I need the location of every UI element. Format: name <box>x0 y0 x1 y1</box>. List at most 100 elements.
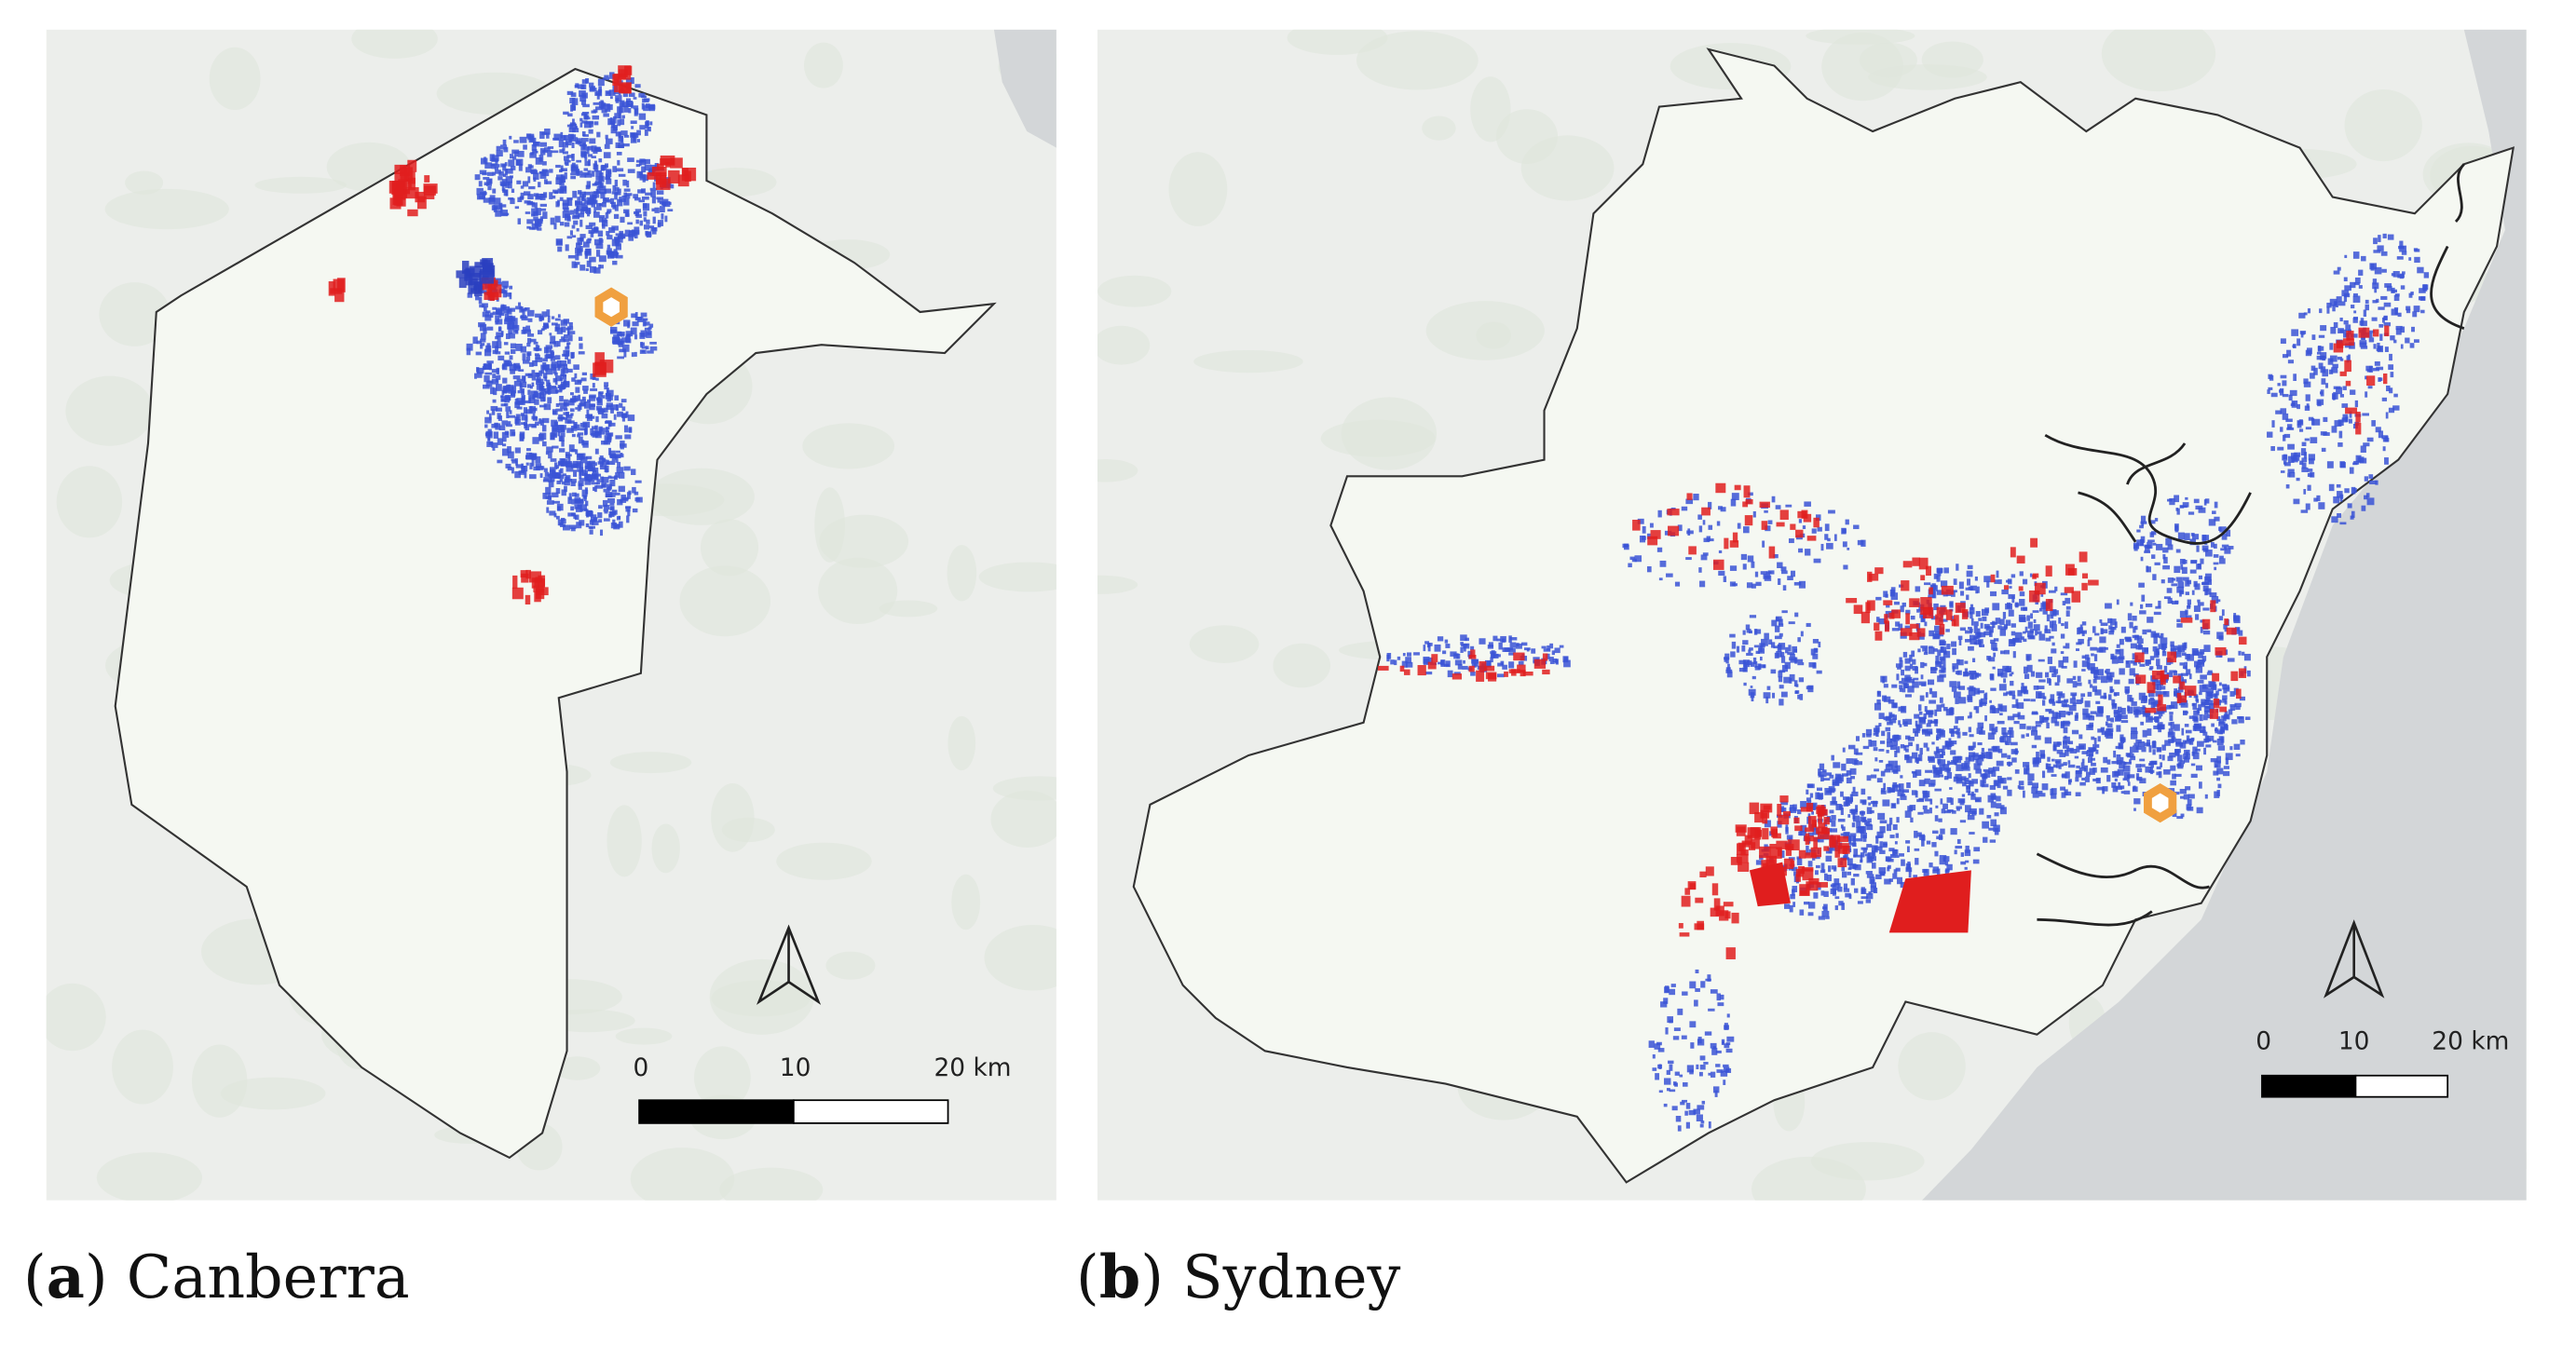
area-patch <box>625 331 634 337</box>
area-patch <box>1551 650 1555 656</box>
area-patch <box>2301 467 2309 472</box>
area-patch <box>638 113 647 120</box>
area-patch <box>2214 728 2219 732</box>
area-patch <box>2277 446 2284 451</box>
area-patch <box>1816 806 1826 815</box>
area-patch <box>532 394 536 398</box>
area-patch <box>579 191 587 198</box>
area-patch <box>2397 312 2402 318</box>
area-patch <box>679 565 771 637</box>
area-patch <box>2201 699 2207 706</box>
area-patch <box>2321 447 2326 453</box>
area-patch <box>1097 275 1172 307</box>
area-patch <box>1496 638 1502 642</box>
area-patch <box>2388 407 2395 414</box>
area-patch <box>615 238 620 247</box>
area-patch <box>1463 659 1465 664</box>
area-patch <box>2239 696 2246 701</box>
area-patch <box>539 404 547 408</box>
area-patch <box>1958 639 1962 645</box>
area-patch <box>1891 784 1899 792</box>
area-patch <box>532 149 538 153</box>
area-patch <box>2160 632 2164 639</box>
area-patch <box>1698 1071 1703 1077</box>
area-patch <box>2337 328 2344 333</box>
area-patch <box>1937 758 1942 764</box>
area-patch <box>2045 637 2051 642</box>
area-patch <box>1888 712 1893 718</box>
area-patch <box>520 315 524 319</box>
area-patch <box>1797 662 1805 666</box>
area-patch <box>2148 667 2153 671</box>
area-patch <box>2370 264 2375 271</box>
area-patch <box>1775 616 1782 622</box>
area-patch <box>2140 707 2147 714</box>
area-patch <box>1956 670 1962 675</box>
area-patch <box>487 428 492 437</box>
area-patch <box>491 157 498 162</box>
area-patch <box>1974 788 1979 793</box>
area-patch <box>1742 640 1749 645</box>
area-patch <box>625 506 632 509</box>
area-patch <box>2065 643 2070 649</box>
area-patch <box>1833 878 1840 886</box>
area-patch <box>504 351 511 355</box>
area-patch <box>603 76 609 80</box>
area-patch <box>2136 635 2143 639</box>
area-patch <box>505 406 511 412</box>
area-patch <box>628 92 635 98</box>
area-patch <box>2166 588 2173 593</box>
area-patch <box>2190 737 2195 740</box>
area-patch <box>615 95 622 102</box>
area-patch <box>537 392 542 399</box>
area-patch <box>2106 732 2113 740</box>
area-patch <box>1685 1103 1691 1109</box>
area-patch <box>641 196 649 200</box>
area-patch <box>1705 978 1711 982</box>
area-patch <box>510 369 515 374</box>
area-patch <box>584 248 592 256</box>
area-patch <box>2030 699 2036 702</box>
area-patch <box>495 159 498 166</box>
area-patch <box>2030 671 2036 677</box>
area-patch <box>1646 566 1652 573</box>
area-patch <box>585 120 593 125</box>
area-patch <box>2406 306 2411 311</box>
area-patch <box>2031 712 2038 715</box>
area-patch <box>1915 858 1919 865</box>
area-patch <box>1788 538 1794 544</box>
area-patch <box>1871 801 1878 805</box>
area-patch <box>1826 875 1833 882</box>
area-patch <box>2051 701 2056 706</box>
area-patch <box>586 181 592 188</box>
area-patch <box>1901 789 1910 794</box>
area-patch <box>1969 712 1972 717</box>
area-patch <box>2411 326 2415 333</box>
area-patch <box>560 432 566 438</box>
area-patch <box>2089 684 2093 688</box>
area-patch <box>593 160 597 167</box>
area-patch <box>1865 899 1872 903</box>
area-patch <box>1731 641 1737 649</box>
area-patch <box>584 173 593 178</box>
area-patch <box>2154 716 2160 722</box>
area-patch <box>1736 826 1746 836</box>
area-patch <box>1892 803 1896 808</box>
area-patch <box>1955 716 1959 724</box>
area-patch <box>1755 860 1763 865</box>
area-patch <box>1974 577 1978 581</box>
area-patch <box>2245 716 2251 721</box>
area-patch <box>2151 554 2156 559</box>
area-patch <box>2063 645 2066 649</box>
area-patch <box>504 395 511 403</box>
area-patch <box>1968 773 1971 779</box>
area-patch <box>2116 599 2119 605</box>
area-patch <box>1696 1064 1699 1070</box>
area-patch <box>657 222 661 228</box>
area-patch <box>1840 833 1844 836</box>
area-patch <box>1952 647 1956 656</box>
area-patch <box>2089 722 2094 727</box>
area-patch <box>543 364 550 371</box>
area-patch <box>2003 692 2008 697</box>
area-patch <box>2373 250 2381 253</box>
